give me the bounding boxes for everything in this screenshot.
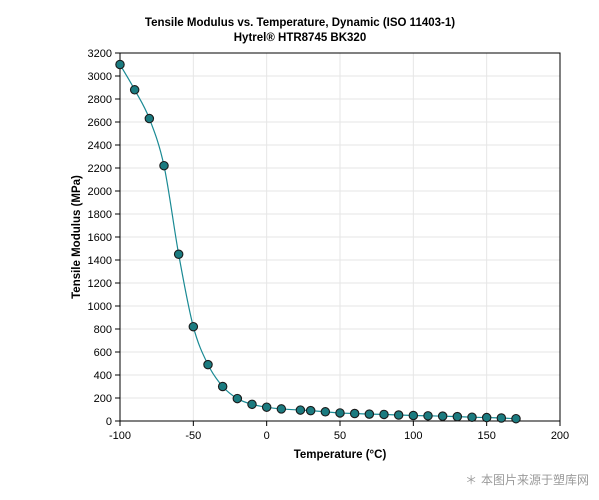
data-point[interactable]: [393, 410, 404, 420]
y-tick-label: 800: [94, 324, 112, 336]
data-point[interactable]: [423, 411, 433, 421]
data-point[interactable]: [232, 393, 243, 404]
data-point[interactable]: [452, 411, 463, 422]
data-point[interactable]: [379, 409, 389, 420]
y-axis-label: Tensile Modulus (MPa): [71, 175, 83, 299]
grid: [119, 52, 561, 422]
x-tick-label: 0: [264, 430, 270, 442]
y-tick-label: 3200: [88, 48, 112, 60]
y-tick-label: 0: [106, 416, 112, 428]
series-line: [119, 64, 517, 420]
x-tick-label: 50: [334, 430, 346, 442]
data-point[interactable]: [335, 408, 345, 418]
y-tick-label: 2600: [88, 117, 112, 129]
data-point[interactable]: [247, 399, 257, 410]
data-point[interactable]: [159, 160, 169, 171]
data-point[interactable]: [261, 402, 272, 412]
data-point[interactable]: [129, 85, 140, 95]
data-point[interactable]: [203, 359, 213, 370]
chart-title: Tensile Modulus vs. Temperature, Dynamic…: [145, 17, 455, 29]
x-tick-label: -100: [109, 430, 131, 442]
data-point[interactable]: [349, 408, 360, 419]
y-tick-label: 1400: [88, 255, 112, 267]
data-point[interactable]: [511, 413, 521, 424]
x-axis-label: Temperature (°C): [294, 449, 387, 461]
chart-subtitle: Hytrel® HTR8745 BK320: [234, 32, 366, 44]
data-point[interactable]: [115, 59, 125, 70]
data-point[interactable]: [173, 249, 184, 260]
data-point[interactable]: [467, 412, 477, 422]
data-point[interactable]: [320, 407, 331, 417]
y-tick-label: 3000: [88, 71, 112, 83]
x-tick-label: 200: [551, 430, 569, 442]
data-point[interactable]: [188, 321, 199, 332]
y-tick-label: 2200: [88, 163, 112, 175]
data-point[interactable]: [276, 404, 287, 414]
data-point[interactable]: [364, 409, 375, 419]
data-point[interactable]: [496, 413, 507, 423]
data-point[interactable]: [295, 405, 306, 415]
data-point[interactable]: [305, 405, 316, 416]
y-tick-label: 1000: [88, 301, 112, 313]
series: [115, 59, 521, 424]
y-tick-label: 1600: [88, 232, 112, 244]
y-tick-label: 200: [94, 393, 112, 405]
x-tick-label: 100: [404, 430, 422, 442]
data-point[interactable]: [437, 411, 448, 421]
data-point[interactable]: [217, 381, 228, 392]
data-point[interactable]: [408, 410, 419, 421]
y-tick-label: 1200: [88, 278, 112, 290]
axis-ticks: -100 -50 0 50 100 150 200020040060080010001200…: [88, 48, 570, 442]
y-tick-label: 1800: [88, 209, 112, 221]
y-tick-label: 2800: [88, 94, 112, 106]
y-tick-label: 2400: [88, 140, 112, 152]
x-tick-label: -50: [185, 430, 201, 442]
y-tick-label: 400: [94, 370, 112, 382]
x-tick-label: 150: [477, 430, 495, 442]
watermark: ＊ 本图片来源于塑库网: [465, 473, 589, 487]
y-tick-label: 600: [94, 347, 112, 359]
data-point[interactable]: [144, 113, 155, 124]
data-point[interactable]: [481, 412, 492, 423]
y-tick-label: 2000: [88, 186, 112, 198]
